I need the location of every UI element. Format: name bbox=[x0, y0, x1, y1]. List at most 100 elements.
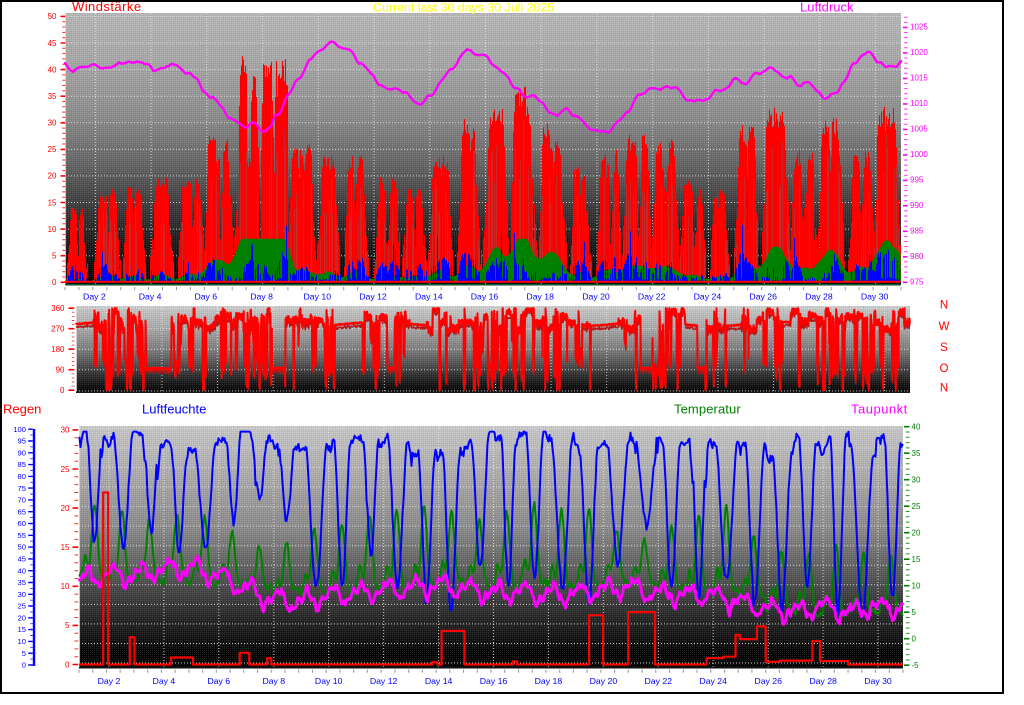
svg-text:Day 28: Day 28 bbox=[809, 676, 837, 686]
svg-text:0: 0 bbox=[65, 660, 70, 669]
svg-text:Day 22: Day 22 bbox=[638, 292, 666, 302]
svg-text:0: 0 bbox=[60, 386, 65, 395]
svg-text:25: 25 bbox=[18, 602, 26, 611]
svg-text:1000: 1000 bbox=[910, 150, 928, 159]
svg-text:45: 45 bbox=[18, 555, 26, 564]
svg-text:5: 5 bbox=[52, 252, 57, 261]
svg-text:Day 4: Day 4 bbox=[139, 292, 162, 302]
svg-text:Day 4: Day 4 bbox=[153, 676, 176, 686]
svg-text:O: O bbox=[940, 363, 949, 375]
svg-text:Day 26: Day 26 bbox=[754, 676, 782, 686]
svg-text:Day 20: Day 20 bbox=[590, 676, 618, 686]
svg-text:10: 10 bbox=[18, 637, 26, 646]
svg-text:25: 25 bbox=[48, 145, 57, 154]
svg-text:360: 360 bbox=[51, 304, 65, 313]
svg-text:Day 2: Day 2 bbox=[83, 292, 106, 302]
svg-text:30: 30 bbox=[48, 119, 57, 128]
svg-text:Luftfeuchte: Luftfeuchte bbox=[142, 402, 206, 417]
svg-text:Current last 30 days 30 Juli 2: Current last 30 days 30 Juli 2025 bbox=[373, 1, 554, 15]
svg-text:1010: 1010 bbox=[910, 99, 928, 108]
svg-text:70: 70 bbox=[18, 496, 26, 505]
svg-text:10: 10 bbox=[48, 225, 57, 234]
svg-text:1015: 1015 bbox=[910, 74, 928, 83]
svg-text:5: 5 bbox=[22, 649, 26, 658]
svg-text:35: 35 bbox=[912, 449, 921, 458]
svg-text:45: 45 bbox=[48, 39, 57, 48]
svg-text:Day 8: Day 8 bbox=[262, 676, 285, 686]
svg-text:Day 12: Day 12 bbox=[370, 676, 398, 686]
svg-text:0: 0 bbox=[52, 278, 57, 287]
svg-text:Day 26: Day 26 bbox=[749, 292, 777, 302]
svg-text:Windstärke: Windstärke bbox=[72, 0, 142, 14]
svg-text:Temperatur: Temperatur bbox=[674, 402, 741, 417]
svg-text:20: 20 bbox=[61, 504, 70, 513]
svg-text:W: W bbox=[939, 321, 950, 333]
svg-text:Luftdruck: Luftdruck bbox=[800, 0, 854, 15]
svg-text:10: 10 bbox=[61, 582, 70, 591]
svg-text:20: 20 bbox=[912, 529, 921, 538]
svg-text:0: 0 bbox=[22, 661, 26, 670]
svg-text:Day 10: Day 10 bbox=[304, 292, 332, 302]
svg-text:80: 80 bbox=[18, 472, 26, 481]
svg-text:Day 6: Day 6 bbox=[207, 676, 230, 686]
svg-text:15: 15 bbox=[18, 625, 26, 634]
svg-text:40: 40 bbox=[48, 65, 57, 74]
svg-text:-5: -5 bbox=[912, 661, 920, 670]
svg-text:10: 10 bbox=[912, 582, 921, 591]
svg-text:Day 16: Day 16 bbox=[480, 676, 508, 686]
svg-text:S: S bbox=[940, 342, 948, 354]
svg-text:30: 30 bbox=[912, 476, 921, 485]
svg-text:Day 14: Day 14 bbox=[425, 676, 453, 686]
svg-text:1025: 1025 bbox=[910, 23, 928, 32]
svg-text:180: 180 bbox=[51, 345, 65, 354]
svg-text:990: 990 bbox=[910, 201, 924, 210]
svg-text:15: 15 bbox=[912, 555, 921, 564]
svg-text:Taupunkt: Taupunkt bbox=[851, 402, 908, 417]
svg-text:Day 28: Day 28 bbox=[805, 292, 833, 302]
svg-text:1020: 1020 bbox=[910, 48, 928, 57]
svg-text:N: N bbox=[940, 299, 948, 311]
svg-text:0: 0 bbox=[912, 635, 917, 644]
svg-text:50: 50 bbox=[18, 543, 26, 552]
svg-text:100: 100 bbox=[13, 425, 26, 434]
svg-text:Day 18: Day 18 bbox=[526, 292, 554, 302]
svg-text:Day 6: Day 6 bbox=[194, 292, 217, 302]
svg-text:Day 30: Day 30 bbox=[861, 292, 889, 302]
svg-text:5: 5 bbox=[65, 621, 70, 630]
svg-text:Day 16: Day 16 bbox=[471, 292, 499, 302]
svg-text:90: 90 bbox=[56, 366, 65, 375]
svg-text:Day 20: Day 20 bbox=[582, 292, 610, 302]
svg-text:Day 10: Day 10 bbox=[315, 676, 343, 686]
svg-text:20: 20 bbox=[48, 172, 57, 181]
svg-text:995: 995 bbox=[910, 176, 924, 185]
svg-text:975: 975 bbox=[910, 278, 924, 287]
svg-text:50: 50 bbox=[48, 12, 57, 21]
svg-text:95: 95 bbox=[18, 437, 26, 446]
svg-text:Day 12: Day 12 bbox=[359, 292, 387, 302]
svg-text:Day 24: Day 24 bbox=[699, 676, 727, 686]
svg-text:Day 24: Day 24 bbox=[694, 292, 722, 302]
svg-text:85: 85 bbox=[18, 460, 26, 469]
svg-text:75: 75 bbox=[18, 484, 26, 493]
svg-text:1005: 1005 bbox=[910, 125, 928, 134]
svg-text:Day 2: Day 2 bbox=[98, 676, 121, 686]
svg-text:Day 8: Day 8 bbox=[250, 292, 273, 302]
svg-text:Day 30: Day 30 bbox=[864, 676, 892, 686]
svg-text:N: N bbox=[940, 383, 948, 395]
svg-text:35: 35 bbox=[48, 92, 57, 101]
svg-text:Day 18: Day 18 bbox=[535, 676, 563, 686]
svg-text:25: 25 bbox=[61, 465, 70, 474]
svg-text:Day 14: Day 14 bbox=[415, 292, 443, 302]
svg-text:55: 55 bbox=[18, 531, 26, 540]
svg-text:15: 15 bbox=[61, 543, 70, 552]
svg-text:15: 15 bbox=[48, 198, 57, 207]
svg-text:985: 985 bbox=[910, 227, 924, 236]
svg-text:60: 60 bbox=[18, 519, 26, 528]
svg-text:20: 20 bbox=[18, 613, 26, 622]
svg-text:30: 30 bbox=[61, 426, 70, 435]
svg-text:90: 90 bbox=[18, 448, 26, 457]
svg-text:65: 65 bbox=[18, 507, 26, 516]
svg-text:980: 980 bbox=[910, 252, 924, 261]
svg-text:40: 40 bbox=[912, 423, 921, 432]
svg-text:35: 35 bbox=[18, 578, 26, 587]
